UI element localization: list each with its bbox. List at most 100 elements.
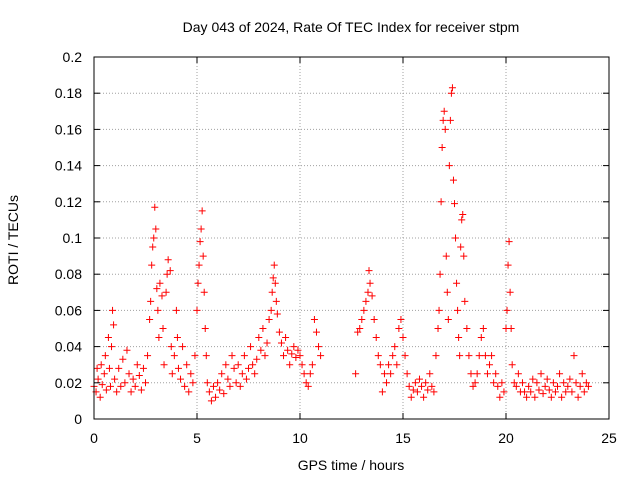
plot-frame xyxy=(93,56,610,420)
data-point xyxy=(440,107,448,115)
data-point xyxy=(275,328,283,336)
axis-ticks xyxy=(93,56,610,420)
x-tick-label: 10 xyxy=(292,430,308,446)
data-point xyxy=(554,382,561,390)
data-point xyxy=(228,352,236,360)
data-point xyxy=(514,370,522,378)
data-point xyxy=(434,325,442,332)
data-point xyxy=(191,352,199,360)
data-point xyxy=(247,343,255,351)
data-point xyxy=(486,361,494,369)
data-point xyxy=(443,288,451,296)
data-point xyxy=(368,292,376,300)
data-point xyxy=(527,388,535,396)
data-point xyxy=(393,361,401,369)
y-tick-label: 0.18 xyxy=(55,85,82,101)
data-point xyxy=(172,306,180,314)
data-point xyxy=(432,352,440,360)
data-point xyxy=(498,379,506,387)
data-point xyxy=(185,388,193,396)
data-point xyxy=(564,382,572,390)
data-point xyxy=(111,375,119,383)
data-point xyxy=(194,279,202,287)
data-point xyxy=(458,216,466,224)
data-point xyxy=(137,386,145,394)
y-tick-label: 0.14 xyxy=(55,158,82,174)
data-point xyxy=(110,321,118,329)
data-point xyxy=(456,352,464,360)
data-point xyxy=(413,388,421,396)
data-points xyxy=(90,84,592,405)
data-point xyxy=(469,382,477,390)
x-tick-label: 5 xyxy=(193,430,201,446)
data-point xyxy=(249,361,257,369)
data-point xyxy=(168,370,176,378)
data-point xyxy=(271,279,279,287)
data-point xyxy=(222,361,230,369)
data-point xyxy=(533,379,541,387)
data-point xyxy=(397,315,405,323)
data-point xyxy=(503,306,511,314)
data-point xyxy=(205,388,213,396)
data-point xyxy=(238,370,246,378)
data-point xyxy=(181,382,189,390)
data-point xyxy=(94,375,102,383)
data-point xyxy=(232,379,240,387)
data-point xyxy=(454,306,462,314)
data-point xyxy=(488,352,496,360)
data-point xyxy=(139,364,147,372)
data-point xyxy=(292,353,300,361)
data-point xyxy=(216,386,224,394)
data-point xyxy=(437,198,445,206)
data-point xyxy=(144,352,152,360)
data-point xyxy=(160,361,168,369)
data-point xyxy=(156,279,164,287)
y-tick-label: 0.08 xyxy=(55,266,82,282)
data-point xyxy=(441,125,449,133)
y-tick-label: 0.2 xyxy=(63,49,83,65)
data-point xyxy=(265,315,273,323)
y-tick-label: 0.12 xyxy=(55,194,82,210)
data-point xyxy=(451,200,458,208)
data-point xyxy=(512,382,520,390)
data-point xyxy=(409,386,417,394)
data-point xyxy=(202,352,210,360)
data-point xyxy=(407,393,415,401)
data-point xyxy=(101,352,109,360)
data-point xyxy=(290,343,298,351)
data-point xyxy=(147,297,155,305)
data-point xyxy=(234,361,242,369)
data-point xyxy=(163,270,171,278)
data-point xyxy=(200,288,208,296)
data-point xyxy=(207,397,215,405)
data-point xyxy=(507,325,515,332)
grid-lines xyxy=(94,57,609,419)
data-point xyxy=(428,382,436,390)
data-point xyxy=(284,346,292,354)
data-point xyxy=(387,370,395,378)
data-point xyxy=(133,361,141,369)
data-point xyxy=(109,306,117,314)
y-tick-labels: 0 0.02 0.04 0.06 0.08 0.1 0.12 0.14 0.16 0.18 0.2 xyxy=(55,49,82,427)
data-point xyxy=(439,116,447,124)
data-point xyxy=(508,361,516,369)
data-point xyxy=(183,361,191,369)
data-point xyxy=(356,325,364,332)
data-point xyxy=(510,379,518,387)
data-point xyxy=(506,288,514,296)
data-point xyxy=(376,361,384,369)
data-point xyxy=(164,256,172,264)
data-point xyxy=(570,352,578,360)
data-point xyxy=(422,379,430,387)
data-point xyxy=(366,279,374,287)
data-point xyxy=(415,375,423,383)
data-point xyxy=(179,343,187,351)
data-point xyxy=(154,306,162,314)
data-point xyxy=(531,393,539,401)
data-point xyxy=(240,352,248,360)
data-point xyxy=(460,252,468,260)
data-point xyxy=(448,84,456,92)
data-point xyxy=(312,328,320,336)
data-point xyxy=(435,306,443,314)
data-point xyxy=(104,334,112,342)
